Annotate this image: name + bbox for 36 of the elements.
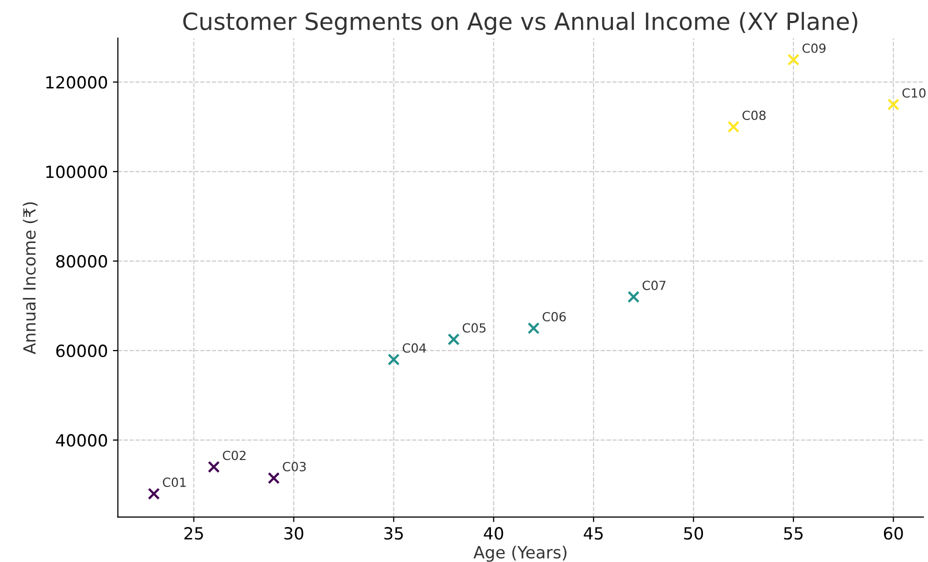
point: [448, 333, 460, 346]
annotation: C10: [902, 88, 926, 98]
y-tick-label: 120000: [46, 76, 108, 89]
y-tick-label: 80000: [56, 255, 108, 268]
chart-title: Customer Segments on Age vs Annual Income (XY Plane): [183, 12, 858, 35]
annotation: C08: [742, 110, 766, 120]
y-tick-label: 100000: [46, 166, 108, 178]
x-tick-label: 40: [484, 527, 504, 540]
x-tick-label: 25: [184, 527, 203, 540]
x-tick-label: 55: [784, 527, 803, 540]
annotation: C09: [802, 43, 826, 53]
annotation: C04: [402, 343, 426, 353]
point: [148, 488, 160, 500]
x-tick-label: 60: [884, 527, 903, 540]
point: [208, 460, 220, 473]
point: [727, 120, 740, 133]
point: [887, 98, 900, 110]
annotation: C07: [642, 280, 666, 290]
annotation: C02: [222, 450, 246, 460]
point: [628, 290, 640, 303]
x-tick-label: 35: [384, 527, 403, 540]
point: [787, 54, 800, 66]
point: [528, 322, 540, 334]
y-axis-title: Annual Income (₹): [22, 202, 38, 354]
x-tick-label: 50: [684, 527, 703, 540]
annotation: C03: [282, 462, 306, 472]
point: [268, 472, 280, 484]
annotation: C05: [462, 323, 486, 333]
x-axis-title: Age (Years): [473, 546, 566, 562]
y-tick-label: 60000: [56, 344, 108, 358]
x-tick-label: 30: [284, 527, 304, 540]
y-tick-label: 40000: [56, 434, 108, 447]
x-tick-label: 45: [584, 527, 603, 540]
annotation: C06: [542, 312, 566, 322]
point: [388, 354, 400, 366]
annotation: C01: [162, 478, 186, 488]
